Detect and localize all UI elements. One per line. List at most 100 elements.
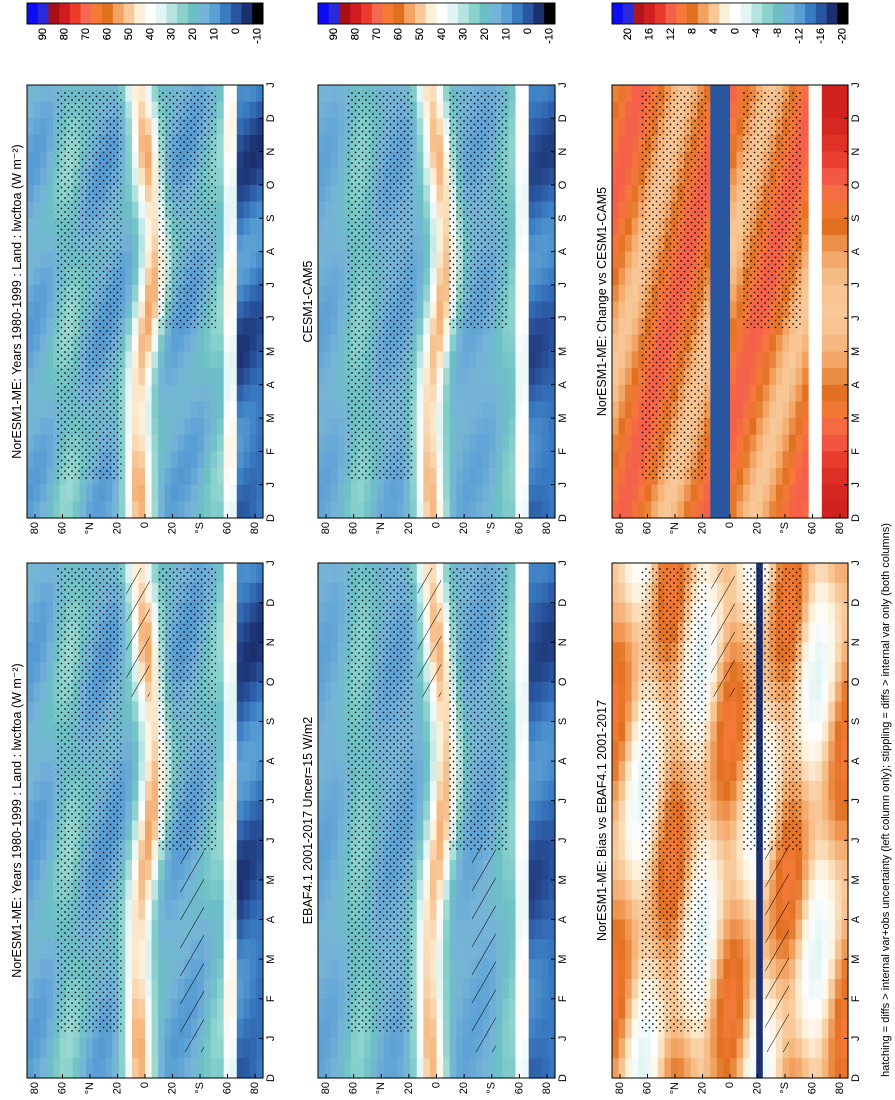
month-tick-label: F <box>265 448 277 455</box>
heat-cell <box>243 401 251 419</box>
heat-cell <box>131 251 140 269</box>
heat-cell <box>151 860 159 881</box>
heat-cell <box>190 1058 199 1079</box>
heat-cell <box>171 939 179 960</box>
heat-cell <box>476 351 484 369</box>
heat-cell <box>138 1038 146 1059</box>
heat-cell <box>808 899 816 921</box>
heat-cell <box>808 622 816 643</box>
heat-cell <box>249 168 258 186</box>
heat-cell <box>177 401 185 419</box>
heat-cell <box>618 622 626 643</box>
heat-cell <box>443 251 451 269</box>
heat-cell <box>331 879 339 901</box>
heat-cell <box>230 284 238 303</box>
heat-cell <box>256 780 264 802</box>
lat-tick-label: °N <box>669 1082 681 1094</box>
heat-cell <box>197 418 205 436</box>
heat-cell <box>443 234 451 253</box>
heat-cell <box>217 151 225 169</box>
heat-cell <box>53 1058 61 1079</box>
heat-cell <box>171 998 179 1020</box>
heat-cell <box>138 741 146 762</box>
heat-cell <box>548 134 556 153</box>
heat-cell <box>436 401 444 419</box>
heat-cell <box>177 501 185 519</box>
heat-cell <box>743 959 751 980</box>
heat-cell <box>151 741 159 762</box>
heat-cell <box>508 1038 517 1059</box>
heat-cell <box>138 721 146 742</box>
heat-cell <box>723 721 731 742</box>
heat-cell <box>528 741 536 762</box>
heat-cell <box>535 662 543 683</box>
heat-cell <box>456 1058 464 1079</box>
heat-cell <box>256 622 264 643</box>
heat-cell <box>236 761 244 782</box>
heat-cell <box>125 959 133 980</box>
heat-cell <box>243 101 251 119</box>
heat-cell <box>541 602 550 624</box>
heat-cell <box>27 563 35 584</box>
heat-cell <box>249 721 258 742</box>
heat-cell <box>33 318 41 336</box>
heat-cell <box>508 168 517 186</box>
heat-cell <box>27 780 35 802</box>
heat-cell <box>324 234 332 253</box>
heat-cell <box>489 384 497 403</box>
heat-cell <box>210 434 218 452</box>
heat-cell <box>522 118 530 136</box>
heat-cell <box>423 860 431 881</box>
heat-cell <box>522 879 530 901</box>
heat-cell <box>443 134 451 153</box>
heat-cell <box>337 418 345 436</box>
heat-cell <box>618 761 626 782</box>
lat-tick-label: 0 <box>139 1082 151 1088</box>
heat-cell <box>217 978 225 1000</box>
heat-cell <box>204 434 212 452</box>
heat-cell <box>324 1038 332 1059</box>
heat-cell <box>125 434 133 452</box>
heat-cell <box>138 434 146 452</box>
heat-cell <box>249 879 258 901</box>
heat-cell <box>138 978 146 1000</box>
heat-cell <box>423 118 431 136</box>
heat-cell <box>331 602 339 624</box>
heat-cell <box>46 919 54 940</box>
heat-cell <box>716 1018 725 1039</box>
heat-cell <box>256 151 264 169</box>
heat-cell <box>730 800 738 822</box>
heat-cell <box>324 681 332 703</box>
heat-cell <box>456 939 464 960</box>
heat-cell <box>802 741 810 762</box>
heat-cell <box>828 860 836 881</box>
heat-cell <box>145 418 153 436</box>
heat-cell <box>40 151 48 169</box>
heat-cell <box>217 899 225 921</box>
heat-cell <box>243 85 251 103</box>
heat-cell <box>535 1058 543 1079</box>
heat-cell <box>256 998 264 1020</box>
heat-cell <box>522 622 530 643</box>
heat-cell <box>105 484 113 502</box>
heat-cell <box>243 134 251 153</box>
heat-cell <box>716 780 725 802</box>
heat-cell <box>410 451 418 469</box>
heat-cell <box>429 1058 438 1079</box>
heat-cell <box>436 168 444 186</box>
heat-cell <box>841 959 849 980</box>
heat-cell <box>256 384 264 403</box>
heat-cell <box>204 860 212 881</box>
heat-cell <box>118 1038 126 1059</box>
heat-cell <box>802 1038 810 1059</box>
heat-cell <box>138 501 146 519</box>
heat-cell <box>834 780 843 802</box>
heat-cell <box>217 1058 225 1079</box>
heat-cell <box>508 85 517 103</box>
heat-cell <box>164 401 172 419</box>
heat-cell <box>46 101 54 119</box>
heat-cell <box>151 563 159 584</box>
heat-cell <box>631 919 639 940</box>
heat-cell <box>522 899 530 921</box>
heat-cell <box>217 860 225 881</box>
